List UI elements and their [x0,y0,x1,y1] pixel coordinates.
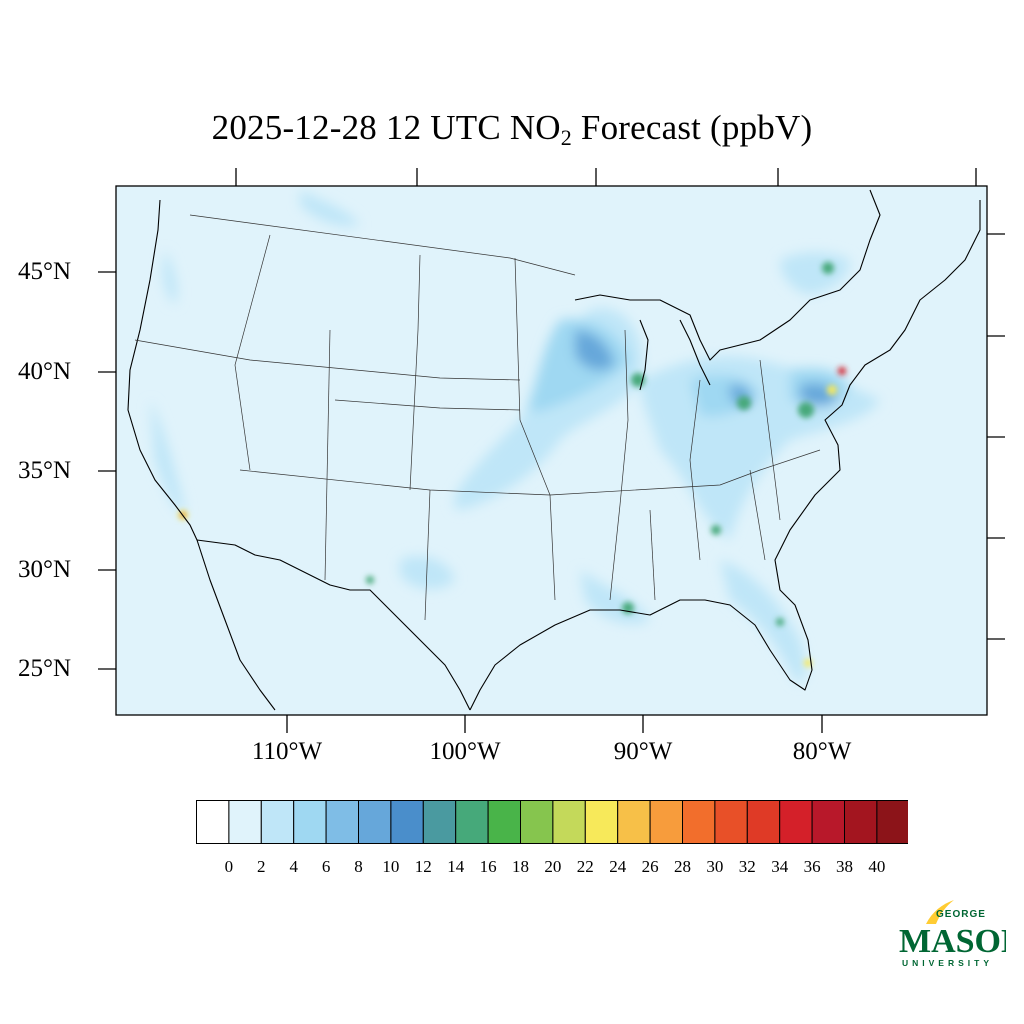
lat-label-25n: 25°N [18,655,72,682]
title-prefix: 2025-12-28 12 UTC NO [211,108,561,147]
colorbar-tick-label: 2 [257,857,266,876]
colorbar-swatch [358,800,392,844]
colorbar-swatch [746,800,781,844]
colorbar-swatch [520,800,554,844]
colorbar [196,800,908,844]
colorbar-swatch [325,800,360,844]
logo-university: UNIVERSITY [902,958,993,968]
lat-label-30n: 30°N [18,556,72,583]
colorbar-swatch [455,800,489,844]
colorbar-swatch [196,800,230,844]
no2-concentration-field [150,190,880,683]
lat-label-45n: 45°N [18,258,72,285]
colorbar-swatch [617,800,651,844]
colorbar-tick-label: 14 [447,857,465,876]
colorbar-tick-label: 34 [771,857,789,876]
lat-label-35n: 35°N [18,457,72,484]
colorbar-tick-label: 40 [868,857,886,876]
colorbar-tick-label: 0 [224,857,234,876]
colorbar-tick-label: 24 [609,857,627,876]
top-ticks [235,168,977,186]
lon-label-80w: 80°W [792,738,852,765]
colorbar-swatch [714,800,748,844]
lon-label-110w: 110°W [251,738,323,765]
george-mason-logo: GEORGE MASON UNIVERSITY [899,900,1006,968]
map-frame [115,185,988,716]
colorbar-swatch [487,800,522,844]
colorbar-tick-label: 26 [641,857,659,876]
colorbar-swatch [422,800,457,844]
left-ticks [98,271,116,670]
colorbar-swatch [293,800,327,844]
lon-label-90w: 90°W [613,738,673,765]
colorbar-tick-label: 20 [544,857,562,876]
colorbar-swatch [779,800,813,844]
colorbar-tick-label: 10 [382,857,400,876]
colorbar-swatch [260,800,295,844]
colorbar-swatch [682,800,716,844]
colorbar-tick-label: 36 [803,857,821,876]
logo-george: GEORGE [936,909,986,920]
bottom-ticks [286,715,823,733]
colorbar-tick-label: 30 [706,857,724,876]
colorbar-tick-label: 12 [414,857,432,876]
colorbar-tick-label: 16 [479,857,497,876]
colorbar-swatch [649,800,684,844]
lat-label-40n: 40°N [18,358,72,385]
logo-mason: MASON [899,923,1006,960]
colorbar-swatch [228,800,262,844]
colorbar-tick-label: 38 [836,857,853,876]
colorbar-tick-label: 32 [738,857,756,876]
logo-swoosh [926,900,954,924]
colorbar-swatch [552,800,586,844]
colorbar-swatch [390,800,424,844]
lon-label-100w: 100°W [429,738,501,765]
colorbar-swatch [844,800,878,844]
state-boundaries [134,214,821,621]
coastline-and-borders [127,189,981,711]
colorbar-tick-label: 8 [354,857,363,876]
title-subscript: 2 [560,125,572,150]
colorbar-tick-label: 28 [674,857,691,876]
title-suffix: Forecast (ppbV) [571,108,813,147]
colorbar-tick-label: 18 [512,857,529,876]
colorbar-swatch [876,800,908,844]
colorbar-swatch [584,800,619,844]
colorbar-tick-label: 22 [576,857,594,876]
right-ticks [987,233,1005,640]
colorbar-swatch [811,800,845,844]
map-title: 2025-12-28 12 UTC NO2 Forecast (ppbV) [0,108,1024,151]
colorbar-tick-label: 4 [289,857,298,876]
colorbar-tick-label: 6 [321,857,331,876]
